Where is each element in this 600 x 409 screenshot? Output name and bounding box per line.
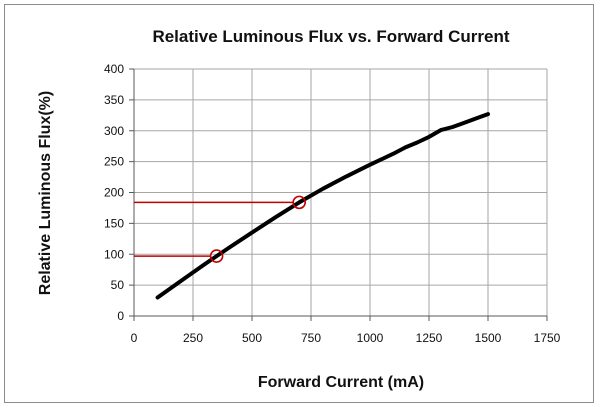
y-tick-label: 200 (104, 186, 124, 200)
x-tick-label: 750 (301, 331, 321, 345)
axes (129, 68, 548, 321)
annotation-lines (134, 201, 294, 257)
y-tick-label: 400 (104, 62, 124, 76)
x-tick-label: 1000 (357, 331, 384, 345)
tick-labels: 0 50 100 150 200 250 300 350 400 0 250 500 750 1000 12… (104, 62, 561, 345)
x-tick-label: 1250 (416, 331, 443, 345)
annotation-markers (209, 195, 307, 263)
series-layer (155, 112, 490, 300)
x-tick-label: 250 (183, 331, 203, 345)
annotation-marker (292, 195, 307, 210)
x-tick-label: 500 (242, 331, 262, 345)
x-tick-label: 1750 (534, 331, 561, 345)
y-tick-label: 350 (104, 93, 124, 107)
y-tick-label: 250 (104, 155, 124, 169)
x-tick-label: 1500 (475, 331, 502, 345)
series-line (155, 112, 490, 300)
annotation-marker (209, 249, 224, 263)
chart-title: Relative Luminous Flux vs. Forward Curre… (152, 27, 509, 46)
x-axis-title: Forward Current (mA) (258, 374, 424, 391)
y-tick-label: 50 (111, 278, 125, 292)
y-tick-label: 150 (104, 216, 124, 230)
x-tick-label: 0 (131, 331, 138, 345)
y-axis-title: Relative Luminous Flux(%) (37, 91, 54, 295)
grid-lines (134, 68, 548, 316)
y-tick-label: 0 (117, 309, 124, 323)
y-tick-label: 300 (104, 124, 124, 138)
y-tick-label: 100 (104, 247, 124, 261)
